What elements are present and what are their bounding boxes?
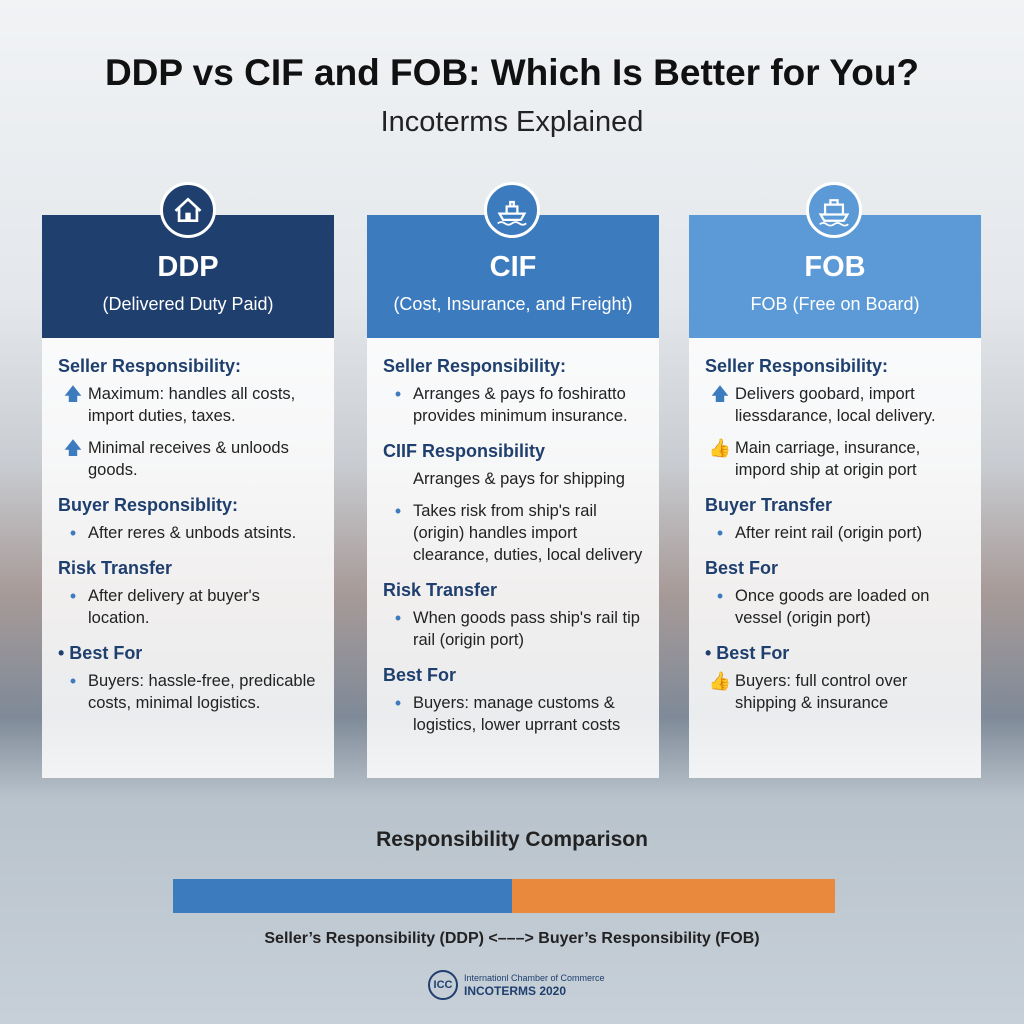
item: 👍 Main carriage, insurance, impord ship a… — [705, 437, 969, 481]
item-text: After reres & unbods atsints. — [88, 524, 297, 542]
vessel-icon — [806, 182, 862, 238]
section-heading: Risk Transfer — [58, 558, 173, 578]
item: • Takes risk from ship's rail (origin) ha… — [383, 500, 647, 566]
section: • Best For 👍 Buyers: full control over shi… — [705, 643, 969, 714]
org: Internationl Chamber of Commerce — [464, 973, 605, 983]
bullet-icon: • — [69, 523, 77, 543]
card-body: Seller Responsibility: 🡅 Maximum: handles … — [42, 338, 334, 714]
item-text: Main carriage, insurance, impord ship at… — [735, 439, 921, 479]
section: Buyer Responsiblity: • After reres & unbod… — [58, 495, 322, 544]
section: Best For • Buyers: manage customs & logist… — [383, 665, 647, 736]
section: Risk Transfer • When goods pass ship's rai… — [383, 580, 647, 651]
bullet-icon: • — [69, 586, 77, 606]
section-heading: Seller Responsibility: — [383, 356, 567, 376]
buyer-bar — [512, 879, 835, 913]
item: • After reres & unbods atsints. — [58, 522, 322, 544]
section-heading: Best For — [705, 558, 779, 578]
bullet-icon: • — [394, 501, 402, 521]
item-text: After reint rail (origin port) — [735, 524, 923, 542]
bullet-icon: • — [716, 523, 724, 543]
item: • Buyers: hassle-free, predicable costs, … — [58, 670, 322, 714]
footer-text: Internationl Chamber of Commerce INCOTER… — [464, 972, 605, 998]
item-text: Delivers goobard, import liessdarance, l… — [735, 385, 936, 425]
item-text: When goods pass ship's rail tip rail (or… — [413, 609, 640, 649]
section-heading: Seller Responsibility: — [705, 356, 889, 376]
bullet-icon: • — [394, 384, 402, 404]
bullet-icon: • — [69, 671, 77, 691]
title: DDP vs CIF and FOB: Which Is Better for … — [104, 52, 920, 93]
item-text: After delivery at buyer's location. — [88, 587, 260, 627]
bullet-icon: 👍 — [708, 438, 732, 458]
card: FOB FOB (Free on Board) Seller Responsibil… — [689, 215, 981, 778]
section-heading: Buyer Responsiblity: — [58, 495, 239, 515]
card-code: DDP — [157, 251, 219, 283]
item: 👍 Buyers: full control over shipping & in… — [705, 670, 969, 714]
section: Best For • Once goods are loaded on vessel… — [705, 558, 969, 629]
section-heading: Best For — [383, 665, 457, 685]
bullet-icon: • — [394, 693, 402, 713]
item-text: Once goods are loaded on vessel (origin … — [735, 587, 930, 627]
item: • When goods pass ship's rail tip rail (o… — [383, 607, 647, 651]
item: Arranges & pays for shipping — [383, 468, 647, 490]
card-name: FOB (Free on Board) — [750, 294, 920, 314]
item-text: Arranges & pays for shipping — [413, 470, 625, 488]
ship-icon — [484, 182, 540, 238]
bullet-icon: 🡅 — [710, 384, 730, 404]
item: 🡅 Minimal receives & unloods goods. — [58, 437, 322, 481]
item-text: Maximum: handles all costs, import dutie… — [88, 385, 296, 425]
section: Seller Responsibility: 🡅 Maximum: handles … — [58, 356, 322, 481]
section: Seller Responsibility: 🡅 Delivers goobard,… — [705, 356, 969, 481]
item-text: Buyers: full control over shipping & ins… — [735, 672, 908, 712]
comparison-title: Responsibility Comparison — [376, 828, 648, 851]
section: Buyer Transfer • After reint rail (origin … — [705, 495, 969, 544]
section-heading: Risk Transfer — [383, 580, 498, 600]
card-body: Seller Responsibility: 🡅 Delivers goobard,… — [689, 338, 981, 714]
section-heading: Seller Responsibility: — [58, 356, 242, 376]
card-code: FOB — [804, 251, 866, 283]
item: 🡅 Maximum: handles all costs, import duti… — [58, 383, 322, 427]
section-heading: • Best For — [58, 643, 143, 663]
item: • Arranges & pays fo foshiratto provides … — [383, 383, 647, 427]
section: CIIF Responsibility Arranges & pays for s… — [383, 441, 647, 566]
house-icon — [160, 182, 216, 238]
section-heading: • Best For — [705, 643, 790, 663]
bullet-icon: • — [394, 608, 402, 628]
item-text: Buyers: hassle-free, predicable costs, m… — [88, 672, 316, 712]
bullet-icon: 🡅 — [63, 384, 83, 404]
seller-bar — [173, 879, 512, 913]
item-text: Buyers: manage customs & logistics, lowe… — [413, 694, 621, 734]
card-body: Seller Responsibility: • Arranges & pays f… — [367, 338, 659, 736]
item-text: Minimal receives & unloods goods. — [88, 439, 289, 479]
section-heading: CIIF Responsibility — [383, 441, 546, 461]
section-heading: Buyer Transfer — [705, 495, 833, 515]
subtitle: Incoterms Explained — [380, 106, 644, 138]
section: Seller Responsibility: • Arranges & pays f… — [383, 356, 647, 427]
card-name: (Cost, Insurance, and Freight) — [393, 294, 633, 314]
item: • After reint rail (origin port) — [705, 522, 969, 544]
card-name: (Delivered Duty Paid) — [102, 294, 274, 314]
bullet-icon: 👍 — [708, 671, 732, 691]
item: • After delivery at buyer's location. — [58, 585, 322, 629]
footer: ICC Internationl Chamber of Commerce INC… — [428, 970, 605, 1000]
card: DDP (Delivered Duty Paid) Seller Responsib… — [42, 215, 334, 778]
item: • Once goods are loaded on vessel (origin… — [705, 585, 969, 629]
card: CIF (Cost, Insurance, and Freight) Seller … — [367, 215, 659, 778]
logo: ICC — [428, 970, 458, 1000]
item: 🡅 Delivers goobard, import liessdarance, … — [705, 383, 969, 427]
edition: INCOTERMS 2020 — [464, 984, 567, 998]
comparison-label: Seller’s Responsibility (DDP) <–––> Buye… — [264, 930, 760, 947]
bullet-icon — [383, 468, 413, 490]
bullet-icon: 🡅 — [63, 438, 83, 458]
item-text: Arranges & pays fo foshiratto provides m… — [413, 385, 628, 425]
item-text: Takes risk from ship's rail (origin) han… — [413, 502, 643, 564]
section: • Best For • Buyers: hassle-free, predicab… — [58, 643, 322, 714]
item: • Buyers: manage customs & logistics, low… — [383, 692, 647, 736]
card-code: CIF — [489, 251, 537, 283]
bullet-icon: • — [716, 586, 724, 606]
section: Risk Transfer • After delivery at buyer's … — [58, 558, 322, 629]
